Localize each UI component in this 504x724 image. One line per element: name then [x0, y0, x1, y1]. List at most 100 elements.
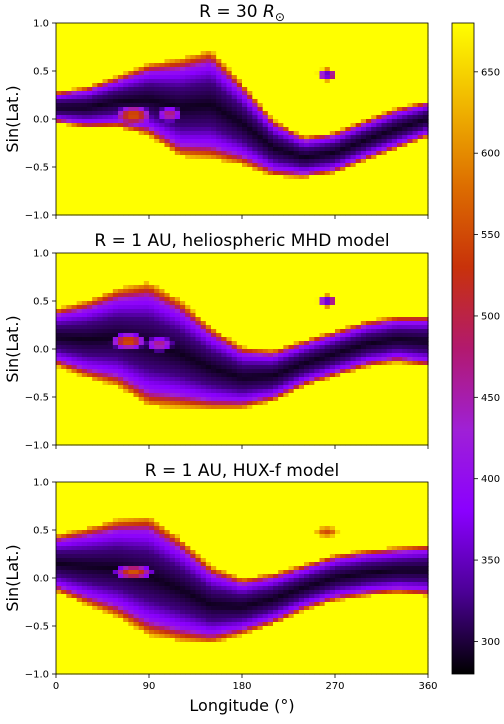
- heatmap-cell: [371, 147, 377, 152]
- heatmap-cell: [247, 67, 253, 72]
- heatmap-cell: [77, 67, 83, 72]
- heatmap-cell: [154, 51, 160, 56]
- heatmap-cell: [366, 163, 372, 168]
- heatmap-cell: [371, 123, 377, 128]
- heatmap-cell: [335, 203, 341, 208]
- heatmap-cell: [361, 83, 367, 88]
- heatmap-cell: [206, 207, 212, 212]
- heatmap-cell: [268, 305, 274, 310]
- heatmap-cell: [103, 293, 109, 298]
- heatmap-cell: [211, 143, 217, 148]
- heatmap-cell: [304, 135, 310, 140]
- heatmap-cell: [97, 143, 103, 148]
- heatmap-cell: [196, 199, 202, 204]
- heatmap-cell: [325, 301, 331, 306]
- heatmap-cell: [56, 203, 62, 208]
- heatmap-cell: [134, 143, 140, 148]
- heatmap-cell: [123, 95, 129, 100]
- heatmap-cell: [170, 127, 176, 132]
- heatmap-cell: [175, 261, 181, 266]
- heatmap-cell: [294, 325, 300, 330]
- heatmap-cell: [418, 51, 424, 56]
- heatmap-cell: [247, 285, 253, 290]
- heatmap-cell: [304, 119, 310, 124]
- heatmap-cell: [221, 99, 227, 104]
- heatmap-cell: [325, 135, 331, 140]
- heatmap-cell: [134, 107, 140, 112]
- heatmap-cell: [113, 35, 119, 40]
- heatmap-cell: [144, 297, 150, 302]
- heatmap-cell: [413, 23, 419, 28]
- heatmap-cell: [376, 167, 382, 172]
- heatmap-cell: [159, 123, 165, 128]
- heatmap-cell: [97, 183, 103, 188]
- heatmap-cell: [118, 171, 124, 176]
- heatmap-cell: [258, 131, 264, 136]
- heatmap-cell: [139, 63, 145, 68]
- heatmap-cell: [56, 309, 62, 314]
- heatmap-cell: [376, 59, 382, 64]
- heatmap-cell: [418, 79, 424, 84]
- heatmap-cell: [402, 321, 408, 326]
- heatmap-cell: [56, 337, 62, 342]
- heatmap-cell: [190, 43, 196, 48]
- heatmap-cell: [206, 135, 212, 140]
- heatmap-cell: [185, 289, 191, 294]
- heatmap-cell: [123, 71, 129, 76]
- heatmap-cell: [108, 51, 114, 56]
- heatmap-cell: [273, 183, 279, 188]
- heatmap-cell: [335, 199, 341, 204]
- heatmap-cell: [77, 27, 83, 32]
- heatmap-cell: [278, 321, 284, 326]
- heatmap-cell: [397, 175, 403, 180]
- heatmap-cell: [237, 155, 243, 160]
- heatmap-cell: [56, 277, 62, 282]
- heatmap-cell: [56, 103, 62, 108]
- heatmap-cell: [170, 191, 176, 196]
- heatmap-cell: [392, 199, 398, 204]
- heatmap-cell: [237, 261, 243, 266]
- heatmap-cell: [387, 297, 393, 302]
- heatmap-cell: [273, 155, 279, 160]
- heatmap-cell: [87, 59, 93, 64]
- heatmap-cell: [77, 257, 83, 262]
- heatmap-cell: [149, 313, 155, 318]
- heatmap-cell: [159, 27, 165, 32]
- heatmap-cell: [87, 297, 93, 302]
- heatmap-cell: [330, 309, 336, 314]
- heatmap-cell: [66, 59, 72, 64]
- heatmap-cell: [258, 123, 264, 128]
- heatmap-cell: [87, 301, 93, 306]
- heatmap-cell: [283, 87, 289, 92]
- heatmap-cell: [56, 107, 62, 112]
- heatmap-cell: [361, 305, 367, 310]
- heatmap-cell: [397, 75, 403, 80]
- heatmap-cell: [397, 23, 403, 28]
- heatmap-cell: [232, 273, 238, 278]
- heatmap-cell: [170, 167, 176, 172]
- heatmap-cell: [175, 329, 181, 334]
- heatmap-cell: [366, 115, 372, 120]
- heatmap-cell: [413, 265, 419, 270]
- heatmap-cell: [227, 99, 233, 104]
- heatmap-cell: [56, 23, 62, 28]
- heatmap-cell: [175, 159, 181, 164]
- heatmap-cell: [371, 317, 377, 322]
- heatmap-cell: [340, 281, 346, 286]
- heatmap-cell: [366, 305, 372, 310]
- heatmap-cell: [330, 43, 336, 48]
- heatmap-cell: [118, 159, 124, 164]
- heatmap-cell: [278, 277, 284, 282]
- heatmap-cell: [356, 123, 362, 128]
- heatmap-cell: [376, 35, 382, 40]
- heatmap-cell: [356, 31, 362, 36]
- heatmap-cell: [66, 203, 72, 208]
- heatmap-cell: [139, 269, 145, 274]
- heatmap-cell: [345, 147, 351, 152]
- heatmap-cell: [232, 253, 238, 258]
- heatmap-cell: [258, 87, 264, 92]
- heatmap-cell: [206, 155, 212, 160]
- heatmap-cell: [128, 75, 134, 80]
- heatmap-cell: [247, 253, 253, 258]
- heatmap-cell: [159, 151, 165, 156]
